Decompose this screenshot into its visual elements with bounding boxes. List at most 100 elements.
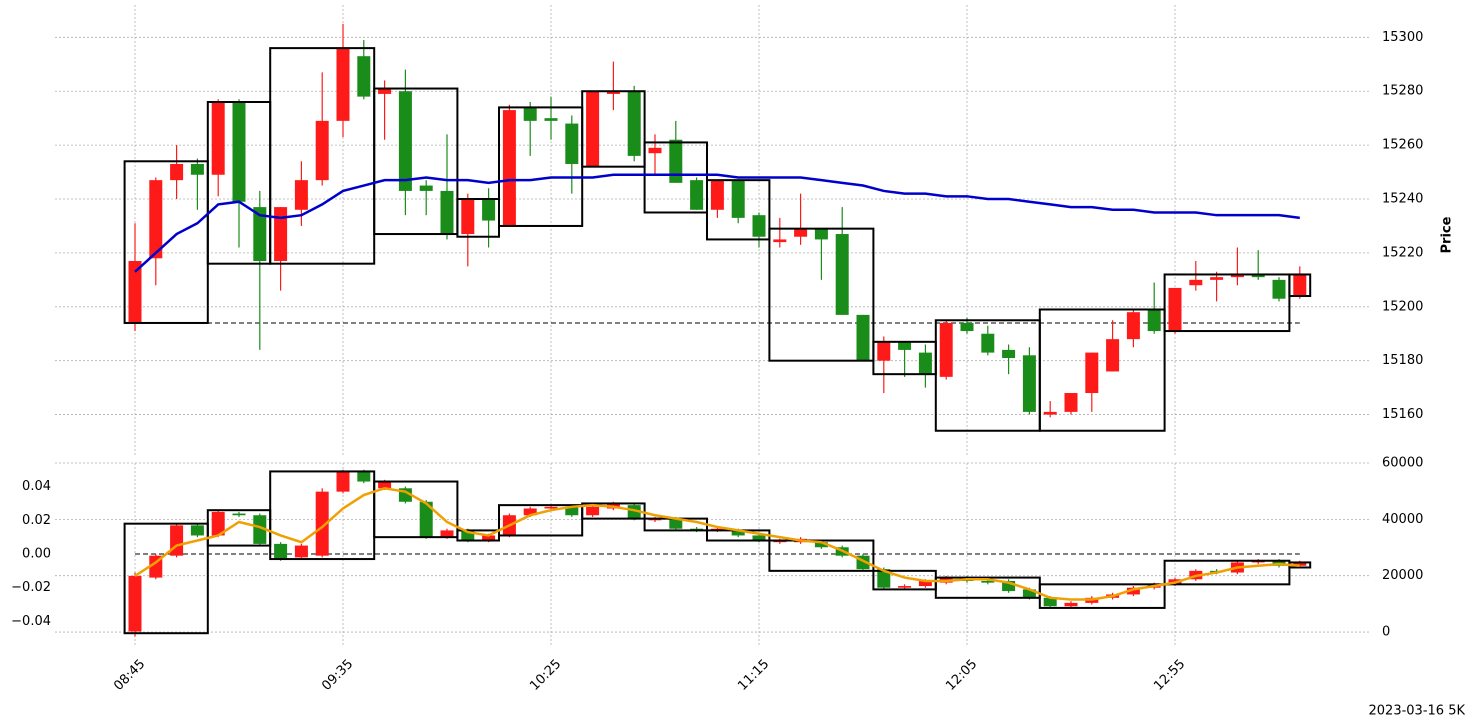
x-tick-label: 08:45 [111,657,148,694]
candle-body [274,207,288,261]
candle-body [253,515,267,544]
candle-body [586,506,600,516]
candle-body [565,123,579,164]
candle-body [1293,274,1307,297]
candle-body [1043,597,1057,607]
range-box [123,522,209,635]
candle-body [835,234,849,315]
y-tick-label: 15160 [1382,407,1423,422]
range-box [581,502,646,520]
range-box [373,87,459,236]
candle-body [1272,279,1286,299]
candle-body [336,471,350,492]
candle-body [877,569,891,588]
candle-body [981,580,995,583]
range-box [1163,559,1291,586]
candle-body [627,91,641,156]
candle-body [710,180,724,210]
y-tick-label: 15240 [1382,192,1423,207]
candle-body [482,199,496,221]
candle-body [669,139,683,183]
candle-body [128,260,142,323]
range-box [581,90,646,168]
candle-body [1126,587,1140,595]
candle-body [814,542,828,548]
y2-tick-label: 60000 [1382,456,1423,471]
range-box [1038,583,1166,609]
candle-body [378,481,392,489]
candle-body [877,341,891,361]
candle-body [378,88,392,94]
candle-body [690,180,704,210]
candle-body [419,501,433,538]
range-box [768,227,875,362]
range-box [1038,308,1166,432]
y-tick-label: 15260 [1382,138,1423,153]
range-box [1288,273,1312,298]
candle-body [1168,287,1182,332]
candle-body [482,535,496,541]
y-tick-label: 15300 [1382,30,1423,45]
candle-body [232,513,246,516]
y-tick-label: 0.04 [22,479,51,494]
candle-body [398,91,412,191]
y-tick-label: −0.02 [11,580,51,595]
candle-body [357,56,371,97]
candle-body [170,163,184,181]
candle-body [752,215,766,237]
candle-body [752,535,766,541]
candle-body [898,586,912,588]
y-tick-label: 15180 [1382,353,1423,368]
candle-body [190,525,204,536]
candle-body [1002,580,1016,592]
x-tick-label: 12:05 [943,657,980,694]
candle-body [211,511,225,536]
y-tick-label: 15280 [1382,84,1423,99]
candle-body [773,239,787,243]
candle-body [1293,562,1307,566]
y-tick-label: 0.00 [22,547,51,562]
candle-body [440,530,454,538]
candle-body [1022,355,1036,412]
range-box [498,504,584,537]
y-axis-label: Price [1440,216,1455,253]
candle-body [918,352,932,375]
range-box [768,539,875,572]
indicator-line [134,486,1300,601]
y-tick-label: 0.02 [22,513,51,528]
x-tick-label: 09:35 [319,657,356,694]
candle-body [794,228,808,237]
candle-body [232,102,246,202]
x-tick-label: 10:25 [527,657,564,694]
y-tick-label: −0.04 [11,614,51,629]
candle-body [461,530,475,541]
candle-body [336,48,350,121]
candle-body [1126,312,1140,340]
candle-body [898,341,912,350]
candle-body [294,545,308,558]
candle-body [586,91,600,167]
candle-body [1210,277,1224,280]
candle-body [1064,602,1078,607]
candle-body [315,491,329,556]
y2-tick-label: 20000 [1382,568,1423,583]
candle-body [274,543,288,560]
candle-body [1147,309,1161,332]
x-tick-label: 11:15 [735,657,772,694]
candle-body [648,147,662,154]
candle-body [1230,274,1244,278]
x-tick-label: 12:55 [1151,657,1188,694]
candle-body [731,530,745,536]
candle-body [960,322,974,332]
candle-body [440,190,454,235]
candle-body [606,91,620,94]
candle-body [1064,393,1078,412]
candle-body [1002,349,1016,358]
candle-body [523,508,537,516]
y-tick-label: 15200 [1382,299,1423,314]
candle-body [149,180,163,259]
candle-body [128,575,142,632]
candle-body [1043,411,1057,415]
candle-body [419,185,433,191]
candle-body [669,518,683,529]
